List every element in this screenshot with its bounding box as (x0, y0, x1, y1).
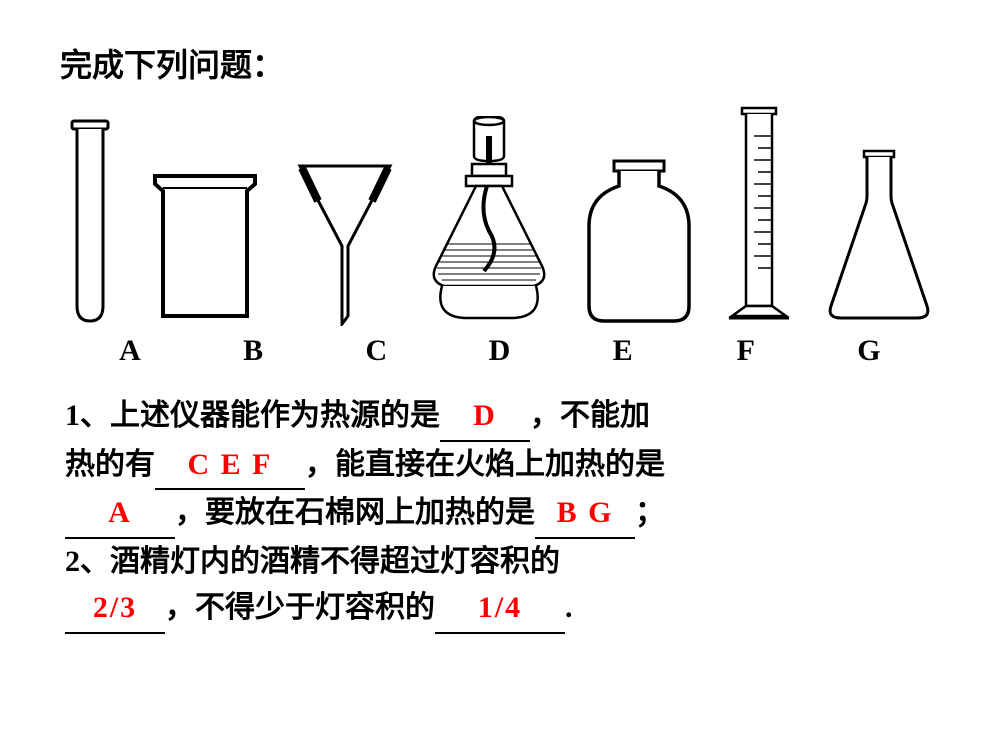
questions-block: 1、上述仪器能作为热源的是D，不能加 热的有C E F，能直接在火焰上加热的是 … (60, 393, 939, 634)
q1-ans-4: B G (557, 496, 614, 529)
q1-text-6: ； (635, 496, 665, 529)
page-title: 完成下列问题： (60, 40, 939, 86)
label-e: E (568, 334, 678, 368)
q1-line1: 1、上述仪器能作为热源的是 D ，不能加 (65, 393, 934, 442)
alcohol-lamp-icon (424, 116, 554, 326)
q1-blank-4: B G (535, 490, 635, 539)
q1-text-5: ，要放在石棉网上加热的是 (175, 496, 535, 529)
page: 完成下列问题： (0, 0, 999, 674)
funnel-icon (290, 156, 400, 326)
q1-text-4: ，能直接在火焰上加热的是 (305, 448, 665, 481)
beaker-icon (145, 166, 265, 326)
graduated-cylinder-icon (724, 106, 794, 326)
test-tube-icon (60, 116, 120, 326)
q1-text-2: ，不能加 (530, 399, 650, 432)
label-c: C (321, 334, 431, 368)
q1-line2: 热的有 C E F ，能直接在火焰上加热的是 (65, 442, 934, 491)
flask-icon (819, 146, 939, 326)
q1-blank-3: A (65, 490, 175, 539)
q2-text-1: 2、酒精灯内的酒精不得超过灯容积的 (65, 545, 560, 578)
apparatus-erlenmeyer-flask (819, 146, 939, 326)
q2-ans-2: 1/4 (478, 591, 522, 624)
label-f: F (691, 334, 801, 368)
label-a: A (75, 334, 185, 368)
q1-ans-1: D (473, 399, 497, 432)
q2-blank-1: 2/3 (65, 585, 165, 634)
apparatus-graduated-cylinder (724, 106, 794, 326)
q2-text-2: ，不得少于灯容积的 (165, 591, 435, 624)
q1-line3: A ，要放在石棉网上加热的是 B G ； (65, 490, 934, 539)
apparatus-row (60, 106, 939, 326)
apparatus-bottle (579, 156, 699, 326)
q1-ans-2: C E F (188, 448, 273, 481)
q2-text-3: . (565, 591, 573, 624)
label-b: B (198, 334, 308, 368)
q1-text-1: 1、上述仪器能作为热源的是 (65, 399, 440, 432)
bottle-icon (579, 156, 699, 326)
q2-line2: 2/3 ，不得少于灯容积的 1/4. (65, 585, 934, 634)
apparatus-alcohol-lamp (424, 116, 554, 326)
q1-ans-3: A (108, 496, 132, 529)
apparatus-test-tube (60, 116, 120, 326)
q1-blank-2: C E F (155, 442, 305, 491)
label-g: G (814, 334, 924, 368)
q2-ans-1: 2/3 (93, 591, 137, 624)
q1-blank-1: D (440, 393, 530, 442)
label-d: D (444, 334, 554, 368)
q2-blank-2: 1/4 (435, 585, 565, 634)
apparatus-beaker (145, 166, 265, 326)
labels-row: A B C D E F G (60, 334, 939, 368)
q2-line1: 2、酒精灯内的酒精不得超过灯容积的 (65, 539, 934, 586)
apparatus-funnel (290, 156, 400, 326)
q1-text-3: 热的有 (65, 448, 155, 481)
